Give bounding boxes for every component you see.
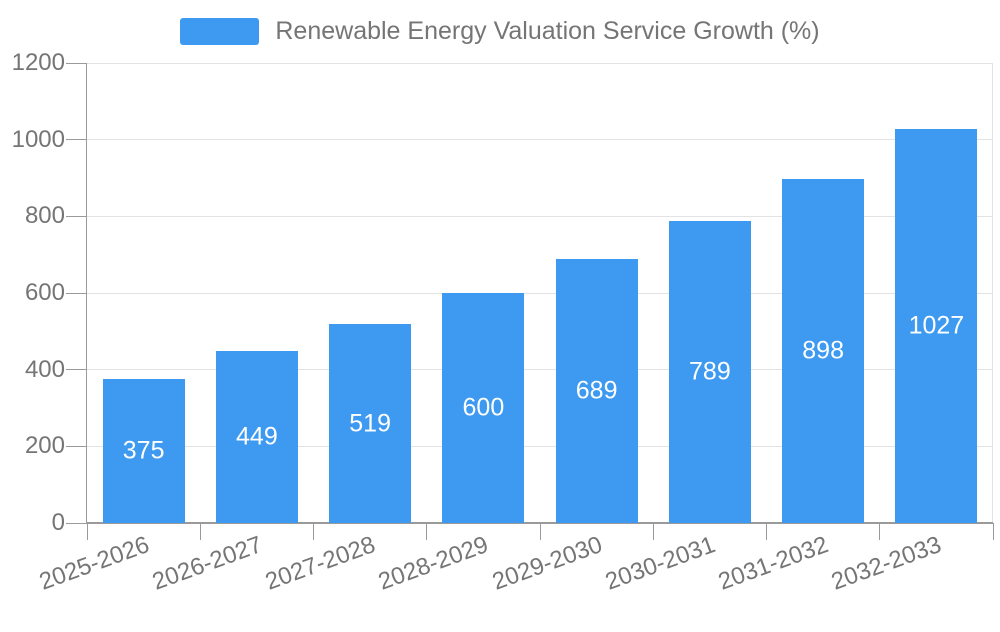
x-axis-tick xyxy=(766,523,767,540)
x-axis-tick xyxy=(199,523,201,540)
x-axis-tick xyxy=(313,523,314,540)
gridline xyxy=(87,62,993,64)
y-axis-tick xyxy=(66,139,86,141)
bar[interactable]: 689 xyxy=(555,258,638,523)
bar[interactable]: 1027 xyxy=(895,129,978,523)
bar[interactable]: 449 xyxy=(215,350,298,523)
bar-value-label: 519 xyxy=(349,409,391,438)
gridline xyxy=(87,292,993,294)
y-axis-tick xyxy=(66,215,86,217)
bar[interactable]: 375 xyxy=(102,379,185,523)
bar-value-label: 600 xyxy=(462,393,505,422)
y-axis-tick xyxy=(66,445,86,447)
bar-value-label: 898 xyxy=(802,336,844,365)
legend-swatch[interactable] xyxy=(180,18,260,45)
bar-value-label: 375 xyxy=(122,436,165,465)
gridline xyxy=(87,139,993,141)
y-tick-label: 0 xyxy=(51,509,65,536)
y-tick-label: 600 xyxy=(24,279,65,306)
gridline xyxy=(87,369,993,371)
legend-label: Renewable Energy Valuation Service Growt… xyxy=(275,17,820,45)
y-tick-label: 800 xyxy=(24,202,65,230)
bar-value-label: 689 xyxy=(575,376,618,405)
bar[interactable]: 898 xyxy=(782,178,865,523)
y-axis-tick xyxy=(66,62,86,64)
bar-value-label: 1027 xyxy=(908,311,965,340)
bar-value-label: 449 xyxy=(236,422,278,451)
y-axis-tick xyxy=(66,522,86,524)
y-tick-label: 1200 xyxy=(11,49,65,76)
y-tick-label: 400 xyxy=(24,355,65,383)
x-axis-tick xyxy=(86,523,88,540)
gridline xyxy=(87,445,993,447)
y-axis-tick xyxy=(66,292,86,294)
bar[interactable]: 600 xyxy=(442,293,525,523)
y-tick-label: 1000 xyxy=(11,125,65,153)
y-axis-line xyxy=(86,63,87,523)
x-axis-tick xyxy=(992,523,994,540)
x-axis-tick xyxy=(879,523,881,540)
bar[interactable]: 519 xyxy=(329,324,412,523)
plot-area: 0 200 400 600 800 1000 1200 2025-2026 2026-2027… xyxy=(12,51,994,596)
x-axis-tick xyxy=(652,523,654,540)
y-axis-tick xyxy=(66,369,86,371)
plot-right-border xyxy=(992,63,993,523)
x-axis-tick xyxy=(539,523,541,540)
gridline xyxy=(87,215,993,217)
legend[interactable]: Renewable Energy Valuation Service Growt… xyxy=(0,17,1000,45)
bar-chart: Renewable Energy Valuation Service Growt… xyxy=(0,17,1000,596)
y-tick-label: 200 xyxy=(24,432,65,460)
bar-value-label: 789 xyxy=(689,357,731,386)
bar[interactable]: 789 xyxy=(668,220,751,523)
x-axis-tick xyxy=(426,523,428,540)
